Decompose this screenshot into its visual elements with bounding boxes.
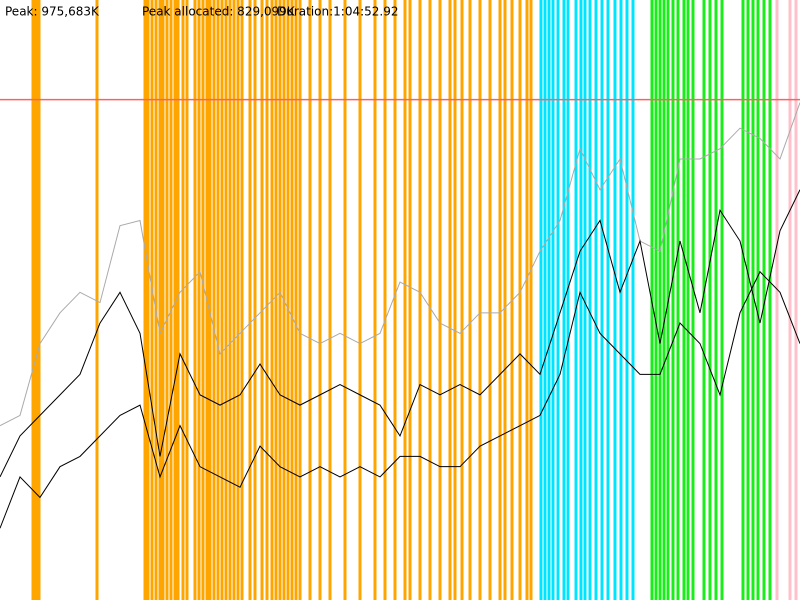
memory-line [0, 270, 800, 529]
peak-label: Peak: 975,683K [5, 5, 100, 19]
memory-line [0, 102, 800, 427]
peak-allocated-label: Peak allocated: 829,099K [142, 5, 296, 19]
plot [0, 98, 800, 529]
memory-line [0, 189, 800, 478]
duration-label: Duration:1:04:52.92 [277, 5, 399, 19]
event-markers [31, 0, 798, 600]
